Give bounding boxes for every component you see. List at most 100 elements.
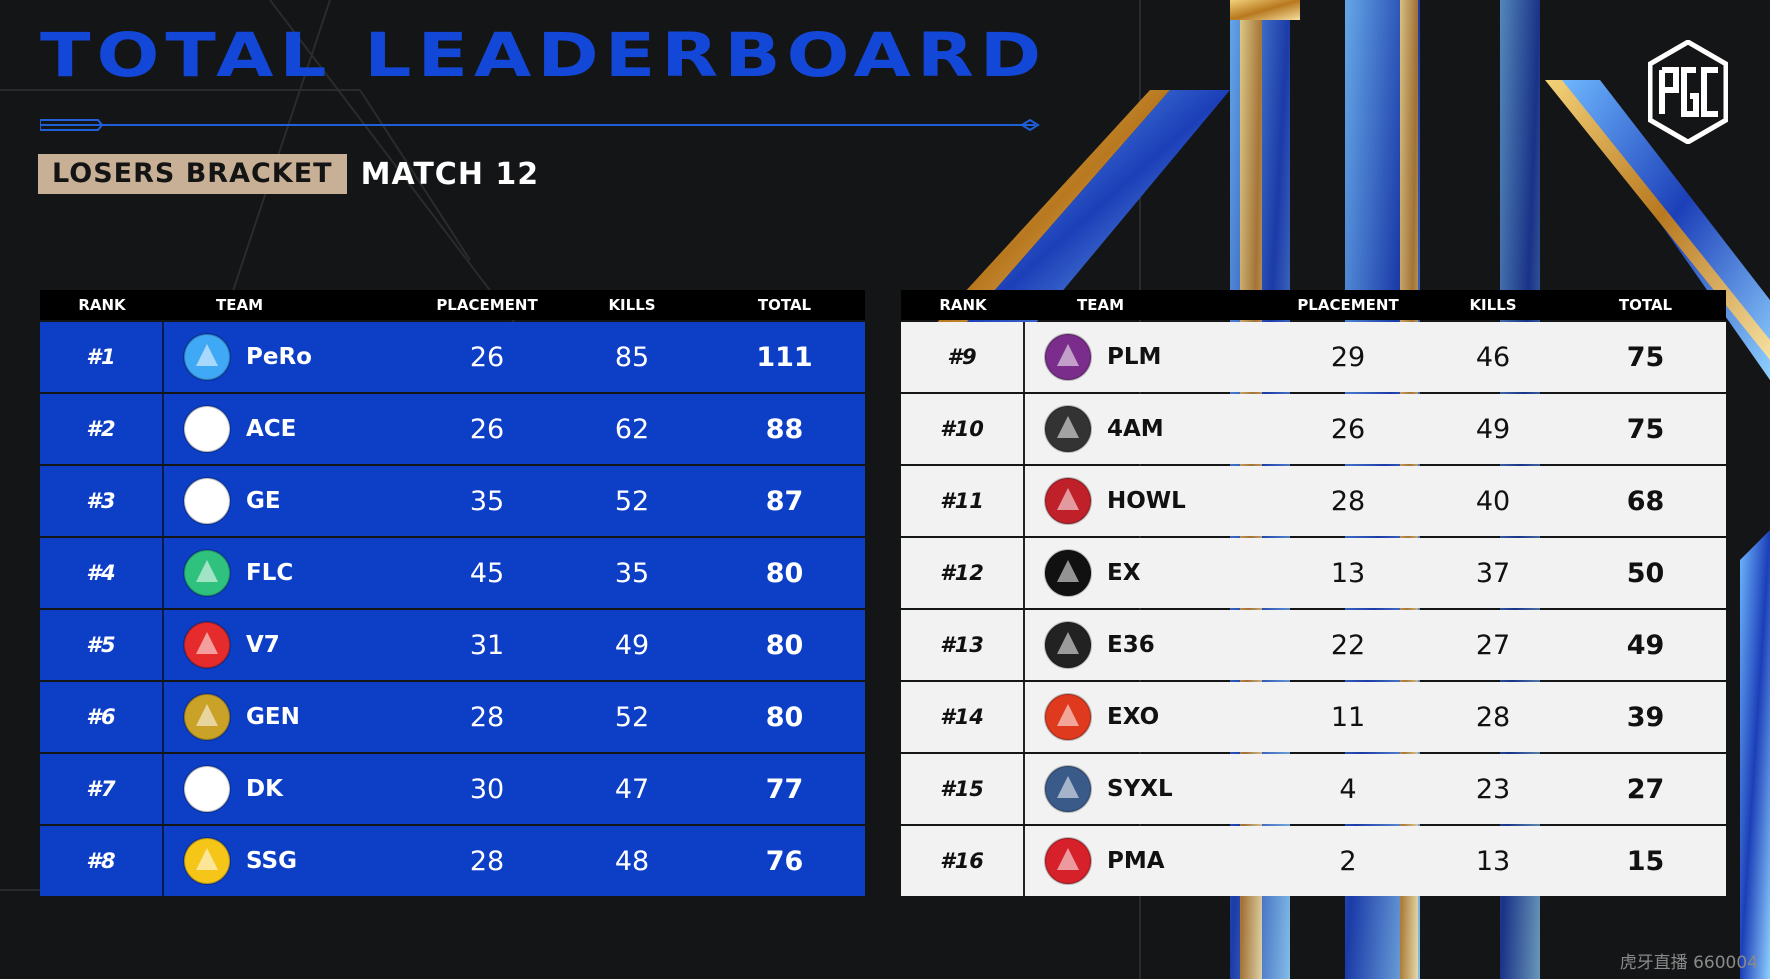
page-title: TOTAL LEADERBOARD <box>40 20 1048 91</box>
table-row: #3 GE 35 52 87 <box>40 466 865 536</box>
team-name: SSG <box>246 848 297 874</box>
subheader: LOSERS BRACKET MATCH 12 <box>38 154 540 194</box>
table-row: #10 4AM 26 49 75 <box>901 394 1726 464</box>
team-name: V7 <box>246 632 280 658</box>
team-name: GE <box>246 488 281 514</box>
col-team-header: TEAM <box>1077 296 1125 314</box>
table-row: #13 E36 22 27 49 <box>901 610 1726 680</box>
team-name: PMA <box>1107 848 1165 874</box>
table-row: #2 ACE 26 62 88 <box>40 394 865 464</box>
col-rank-header: RANK <box>78 296 126 314</box>
table-row: #8 SSG 28 48 76 <box>40 826 865 896</box>
rank-cell: #14 <box>901 682 1025 752</box>
dk-logo-icon <box>178 760 236 818</box>
table-header: RANK TEAM PLACEMENT KILLS TOTAL <box>901 290 1726 320</box>
team-name: PeRo <box>246 344 312 370</box>
placement-cell: 11 <box>1330 701 1366 733</box>
team-name: EXO <box>1107 704 1160 730</box>
rank-cell: #3 <box>40 466 164 536</box>
4am-logo-icon <box>1039 400 1097 458</box>
placement-cell: 26 <box>1330 413 1366 445</box>
team-name: E36 <box>1107 632 1155 658</box>
rank-cell: #6 <box>40 682 164 752</box>
rank-cell: #15 <box>901 754 1025 824</box>
team-cell: EX <box>1025 538 1275 608</box>
total-cell: 76 <box>765 845 804 877</box>
table-row: #9 PLM 29 46 75 <box>901 322 1726 392</box>
ex-logo-icon <box>1039 544 1097 602</box>
rank-cell: #4 <box>40 538 164 608</box>
total-cell: 50 <box>1626 557 1665 589</box>
total-cell: 27 <box>1626 773 1665 805</box>
table-row: #4 FLC 45 35 80 <box>40 538 865 608</box>
col-rank-header: RANK <box>939 296 987 314</box>
team-name: PLM <box>1107 344 1162 370</box>
kills-cell: 27 <box>1475 629 1511 661</box>
kills-cell: 49 <box>614 629 650 661</box>
team-cell: 4AM <box>1025 394 1275 464</box>
col-kills-header: KILLS <box>608 296 656 314</box>
rank-cell: #8 <box>40 826 164 896</box>
team-cell: PMA <box>1025 826 1275 896</box>
placement-cell: 26 <box>469 413 505 445</box>
placement-cell: 22 <box>1330 629 1366 661</box>
plm-logo-icon <box>1039 328 1097 386</box>
pgc-logo-icon <box>1648 40 1728 144</box>
total-cell: 15 <box>1626 845 1665 877</box>
placement-cell: 28 <box>469 845 505 877</box>
kills-cell: 35 <box>614 557 650 589</box>
table-row: #12 EX 13 37 50 <box>901 538 1726 608</box>
pma-logo-icon <box>1039 832 1097 890</box>
total-cell: 75 <box>1626 413 1665 445</box>
col-total-header: TOTAL <box>1618 296 1673 314</box>
match-label: MATCH 12 <box>360 156 540 192</box>
genius-esports-logo-icon <box>178 472 236 530</box>
placement-cell: 45 <box>469 557 505 589</box>
team-cell: EXO <box>1025 682 1275 752</box>
table-header: RANK TEAM PLACEMENT KILLS TOTAL <box>40 290 865 320</box>
table-row: #15 SYXL 4 23 27 <box>901 754 1726 824</box>
leaderboard-table-left: RANK TEAM PLACEMENT KILLS TOTAL #1 PeRo 26… <box>40 290 865 896</box>
kills-cell: 37 <box>1475 557 1511 589</box>
title-underline <box>40 118 1040 132</box>
total-cell: 88 <box>765 413 804 445</box>
rank-cell: #13 <box>901 610 1025 680</box>
team-name: EX <box>1107 560 1141 586</box>
kills-cell: 52 <box>614 485 650 517</box>
placement-cell: 30 <box>469 773 505 805</box>
flc-logo-icon <box>178 544 236 602</box>
team-cell: V7 <box>164 610 414 680</box>
e36-logo-icon <box>1039 616 1097 674</box>
kills-cell: 85 <box>614 341 650 373</box>
col-kills-header: KILLS <box>1469 296 1517 314</box>
placement-cell: 29 <box>1330 341 1366 373</box>
total-cell: 80 <box>765 629 804 661</box>
exo-logo-icon <box>1039 688 1097 746</box>
team-name: GEN <box>246 704 300 730</box>
col-placement-header: PLACEMENT <box>1297 296 1399 314</box>
team-name: DK <box>246 776 283 802</box>
team-cell: SYXL <box>1025 754 1275 824</box>
total-cell: 39 <box>1626 701 1665 733</box>
team-cell: ACE <box>164 394 414 464</box>
kills-cell: 47 <box>614 773 650 805</box>
team-name: SYXL <box>1107 776 1173 802</box>
col-team-header: TEAM <box>216 296 264 314</box>
total-cell: 80 <box>765 557 804 589</box>
team-cell: SSG <box>164 826 414 896</box>
gen-logo-icon <box>178 688 236 746</box>
placement-cell: 2 <box>1339 845 1357 877</box>
total-cell: 80 <box>765 701 804 733</box>
col-placement-header: PLACEMENT <box>436 296 538 314</box>
table-row: #5 V7 31 49 80 <box>40 610 865 680</box>
placement-cell: 4 <box>1339 773 1357 805</box>
team-name: ACE <box>246 416 297 442</box>
ssg-logo-icon <box>178 832 236 890</box>
rank-cell: #7 <box>40 754 164 824</box>
placement-cell: 28 <box>469 701 505 733</box>
total-cell: 68 <box>1626 485 1665 517</box>
kills-cell: 23 <box>1475 773 1511 805</box>
total-cell: 49 <box>1626 629 1665 661</box>
team-cell: E36 <box>1025 610 1275 680</box>
leaderboard-table-right: RANK TEAM PLACEMENT KILLS TOTAL #9 PLM 29 4… <box>901 290 1726 896</box>
